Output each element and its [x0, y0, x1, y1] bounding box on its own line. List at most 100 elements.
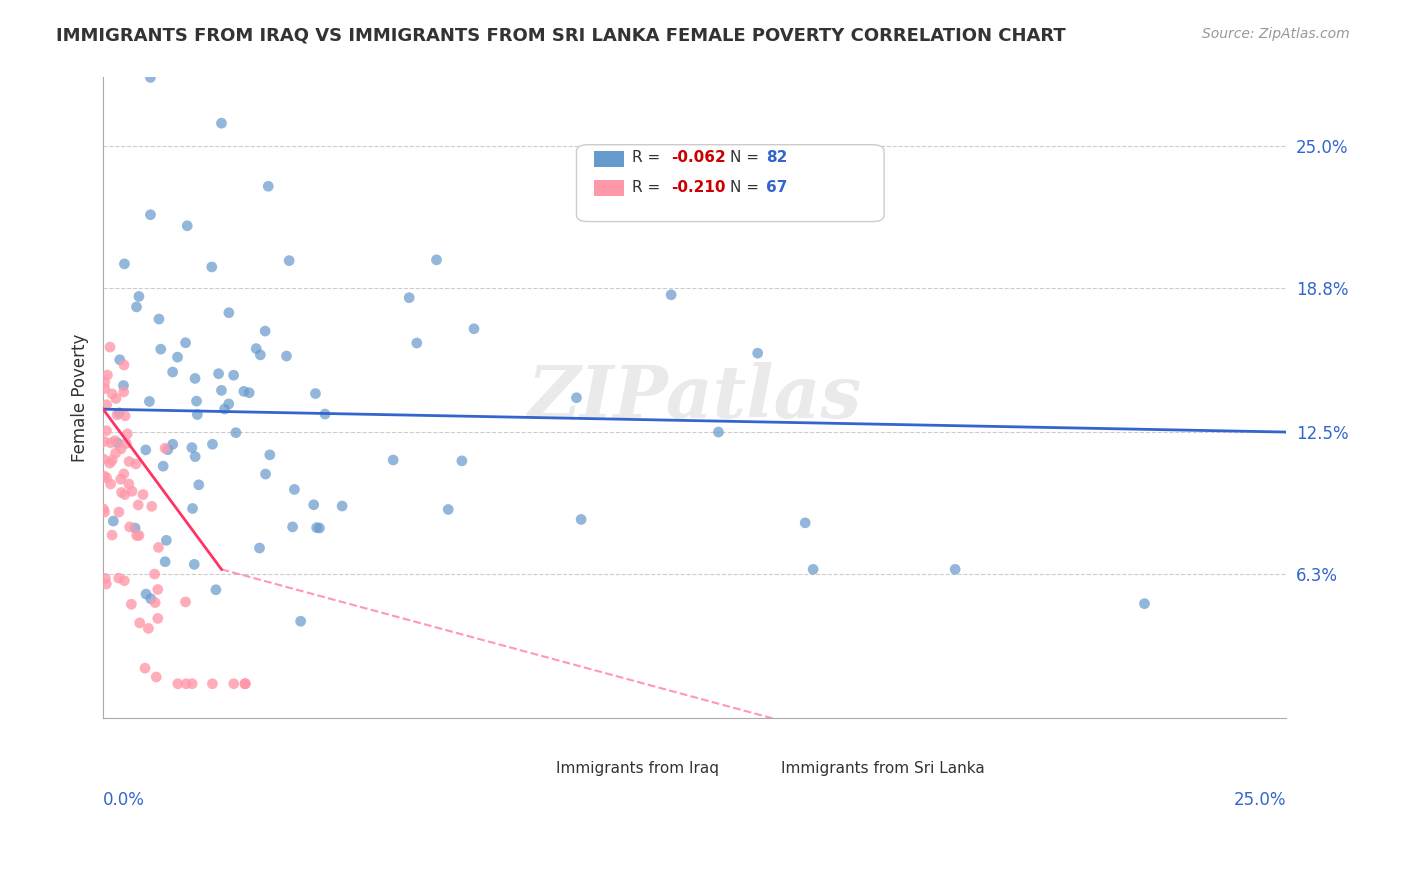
Immigrants from Iraq — [112, 257, 135, 271]
Immigrants from Iraq — [222, 368, 245, 383]
Immigrants from Iraq — [463, 322, 485, 336]
Immigrants from Iraq — [218, 306, 240, 320]
Immigrants from Sri Lanka — [174, 595, 197, 609]
Immigrants from Sri Lanka — [110, 472, 132, 486]
Immigrants from Iraq — [1133, 597, 1156, 611]
Immigrants from Iraq — [181, 501, 204, 516]
Immigrants from Iraq — [308, 521, 330, 535]
Immigrants from Sri Lanka — [100, 435, 122, 450]
Immigrants from Iraq — [152, 459, 174, 474]
Immigrants from Iraq — [302, 498, 325, 512]
Immigrants from Iraq — [180, 441, 202, 455]
Immigrants from Iraq — [259, 448, 281, 462]
Immigrants from Iraq — [162, 365, 184, 379]
Immigrants from Iraq — [155, 533, 177, 548]
Immigrants from Sri Lanka — [146, 582, 169, 597]
Immigrants from Iraq — [398, 291, 420, 305]
Immigrants from Iraq — [801, 562, 824, 576]
Immigrants from Sri Lanka — [146, 611, 169, 625]
Immigrants from Sri Lanka — [96, 398, 118, 412]
Immigrants from Sri Lanka — [94, 571, 117, 585]
Immigrants from Iraq — [174, 335, 197, 350]
Immigrants from Sri Lanka — [141, 500, 163, 514]
Immigrants from Iraq — [176, 219, 198, 233]
Text: R =: R = — [633, 150, 665, 165]
Immigrants from Sri Lanka — [112, 467, 135, 481]
Immigrants from Iraq — [405, 336, 427, 351]
Text: 25.0%: 25.0% — [1234, 791, 1286, 809]
Immigrants from Sri Lanka — [101, 387, 124, 401]
Immigrants from Sri Lanka — [96, 368, 118, 382]
Immigrants from Iraq — [156, 442, 179, 457]
Immigrants from Iraq — [139, 208, 162, 222]
Bar — [595, 180, 624, 196]
Immigrants from Iraq — [249, 348, 271, 362]
Immigrants from Sri Lanka — [143, 567, 166, 582]
Immigrants from Sri Lanka — [93, 434, 115, 449]
Immigrants from Iraq — [103, 514, 125, 528]
Text: N =: N = — [730, 150, 765, 165]
Immigrants from Iraq — [257, 179, 280, 194]
Immigrants from Sri Lanka — [93, 469, 115, 483]
Immigrants from Iraq — [112, 378, 135, 392]
Immigrants from Sri Lanka — [125, 457, 148, 471]
Immigrants from Sri Lanka — [107, 571, 129, 585]
Immigrants from Iraq — [254, 324, 277, 338]
Immigrants from Iraq — [135, 587, 157, 601]
Immigrants from Iraq — [425, 252, 447, 267]
Immigrants from Sri Lanka — [96, 577, 118, 591]
Text: ZIPatlas: ZIPatlas — [527, 362, 862, 434]
Immigrants from Iraq — [184, 371, 207, 385]
Immigrants from Sri Lanka — [112, 574, 135, 588]
Immigrants from Sri Lanka — [101, 528, 124, 542]
Text: N =: N = — [730, 180, 765, 195]
Text: Source: ZipAtlas.com: Source: ZipAtlas.com — [1202, 27, 1350, 41]
Immigrants from Iraq — [184, 450, 207, 464]
Immigrants from Sri Lanka — [118, 520, 141, 534]
Text: 67: 67 — [766, 180, 787, 195]
Immigrants from Sri Lanka — [145, 670, 167, 684]
Immigrants from Iraq — [124, 521, 146, 535]
Immigrants from Iraq — [211, 384, 233, 398]
Immigrants from Iraq — [330, 499, 353, 513]
Immigrants from Iraq — [569, 512, 592, 526]
Text: -0.062: -0.062 — [671, 150, 725, 165]
Immigrants from Iraq — [201, 260, 224, 274]
Immigrants from Sri Lanka — [201, 677, 224, 691]
Immigrants from Sri Lanka — [134, 661, 156, 675]
Immigrants from Iraq — [149, 342, 172, 356]
Immigrants from Iraq — [276, 349, 298, 363]
Immigrants from Iraq — [382, 453, 405, 467]
Immigrants from Iraq — [166, 350, 188, 364]
Bar — [523, 762, 550, 776]
Immigrants from Sri Lanka — [105, 408, 128, 422]
Immigrants from Iraq — [128, 289, 150, 303]
Immigrants from Sri Lanka — [93, 505, 115, 519]
Immigrants from Sri Lanka — [222, 677, 245, 691]
Immigrants from Sri Lanka — [96, 424, 118, 438]
Text: -0.210: -0.210 — [671, 180, 725, 195]
Immigrants from Sri Lanka — [114, 409, 136, 423]
Immigrants from Iraq — [135, 442, 157, 457]
Immigrants from Iraq — [183, 558, 205, 572]
Immigrants from Sri Lanka — [125, 528, 148, 542]
Immigrants from Sri Lanka — [104, 446, 127, 460]
Immigrants from Sri Lanka — [128, 528, 150, 542]
Immigrants from Iraq — [659, 287, 682, 301]
Immigrants from Sri Lanka — [101, 453, 124, 467]
Text: Immigrants from Sri Lanka: Immigrants from Sri Lanka — [782, 761, 986, 776]
Immigrants from Sri Lanka — [100, 477, 122, 491]
Immigrants from Iraq — [108, 352, 131, 367]
Immigrants from Sri Lanka — [128, 615, 150, 630]
Immigrants from Sri Lanka — [91, 452, 114, 467]
Immigrants from Iraq — [139, 591, 162, 606]
FancyBboxPatch shape — [576, 145, 884, 221]
Immigrants from Sri Lanka — [98, 340, 121, 354]
Bar — [748, 762, 775, 776]
Text: 82: 82 — [766, 150, 787, 165]
Immigrants from Iraq — [281, 520, 304, 534]
Immigrants from Iraq — [794, 516, 817, 530]
Immigrants from Sri Lanka — [127, 498, 149, 512]
Immigrants from Sri Lanka — [117, 426, 139, 441]
Immigrants from Iraq — [153, 555, 176, 569]
